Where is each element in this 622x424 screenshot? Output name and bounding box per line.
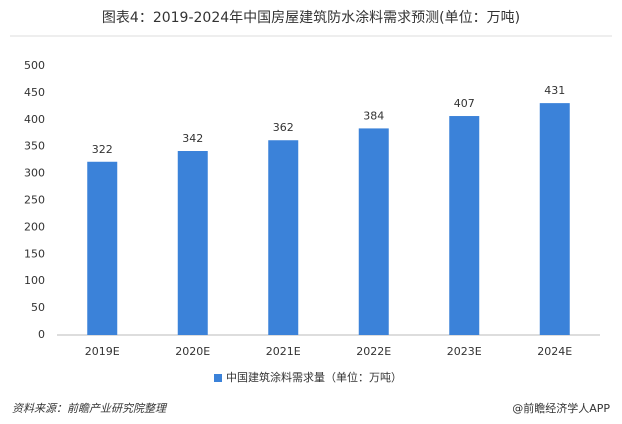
y-tick-label: 300 [24, 167, 45, 180]
x-tick-label: 2024E [537, 345, 572, 358]
bar [449, 116, 480, 335]
value-label: 431 [544, 84, 565, 97]
x-tick-label: 2020E [175, 345, 210, 358]
source-note: 资料来源：前瞻产业研究院整理 [12, 402, 168, 415]
y-tick-label: 350 [24, 140, 45, 153]
value-label: 322 [92, 143, 113, 156]
x-tick-label: 2019E [85, 345, 120, 358]
credit: @前瞻经济学人APP [512, 401, 610, 415]
x-tick-label: 2021E [266, 345, 301, 358]
y-tick-label: 0 [38, 328, 45, 341]
legend-label: 中国建筑涂料需求量（单位：万吨） [226, 370, 402, 384]
y-tick-label: 100 [24, 274, 45, 287]
legend-swatch [214, 374, 222, 382]
y-tick-label: 250 [24, 194, 45, 207]
chart-title: 图表4：2019-2024年中国房屋建筑防水涂料需求预测(单位：万吨) [102, 10, 520, 26]
x-tick-label: 2022E [356, 345, 391, 358]
y-tick-label: 200 [24, 220, 45, 233]
value-label: 362 [273, 121, 294, 134]
y-tick-label: 400 [24, 113, 45, 126]
bar [539, 103, 570, 335]
bar [268, 140, 299, 335]
value-label: 384 [363, 109, 384, 122]
x-tick-label: 2023E [447, 345, 482, 358]
value-label: 407 [454, 97, 475, 110]
y-tick-label: 150 [24, 247, 45, 260]
bar [358, 128, 389, 335]
y-tick-label: 50 [31, 301, 45, 314]
y-tick-label: 450 [24, 86, 45, 99]
bar [177, 151, 208, 335]
bar [87, 161, 118, 335]
y-tick-label: 500 [24, 59, 45, 72]
value-label: 342 [182, 132, 203, 145]
